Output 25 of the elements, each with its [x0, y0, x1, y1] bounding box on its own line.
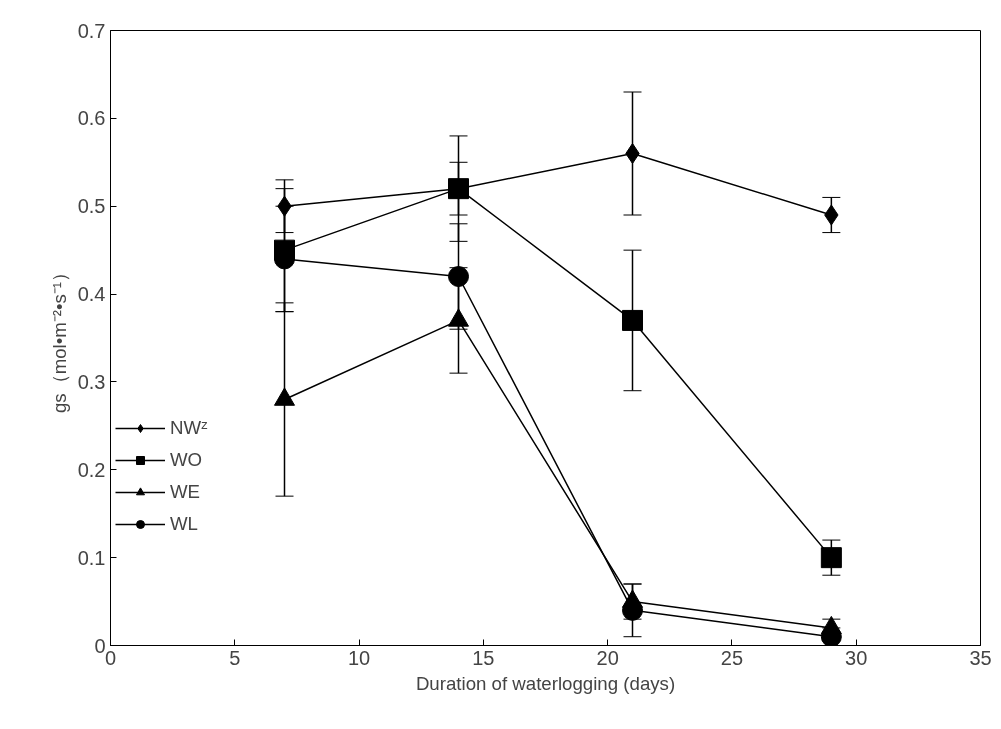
y-axis-title: gs（mol•m⁻²•s⁻¹） [48, 262, 70, 414]
x-tick-label: 25 [720, 646, 744, 669]
legend-label: WL [170, 513, 198, 535]
point [820, 626, 842, 646]
y-tick-label: 0.7 [77, 19, 106, 42]
y-tick-label: 0.6 [77, 107, 106, 130]
y-tick-label: 0.1 [77, 546, 106, 569]
point [820, 547, 842, 569]
point [622, 309, 643, 331]
y-tick-label: 0.4 [77, 283, 106, 306]
x-tick-label: 10 [347, 646, 371, 669]
point [625, 143, 640, 164]
point [448, 266, 469, 287]
x-axis-title: Duration of waterlogging (days) [415, 672, 676, 694]
y-tick-label: 0.5 [77, 195, 106, 218]
y-tick-label: 0.3 [77, 370, 106, 393]
legend-label: WE [170, 481, 201, 503]
x-tick-label: 15 [472, 646, 495, 669]
x-tick-label: 35 [969, 646, 992, 669]
legend-label: NWᶻ [170, 417, 208, 439]
legend-label: WO [170, 449, 203, 471]
y-tick-label: 0.2 [77, 458, 106, 481]
x-tick-label: 5 [229, 646, 241, 669]
x-tick-label: 30 [845, 646, 868, 669]
x-tick-label: 20 [596, 646, 619, 669]
